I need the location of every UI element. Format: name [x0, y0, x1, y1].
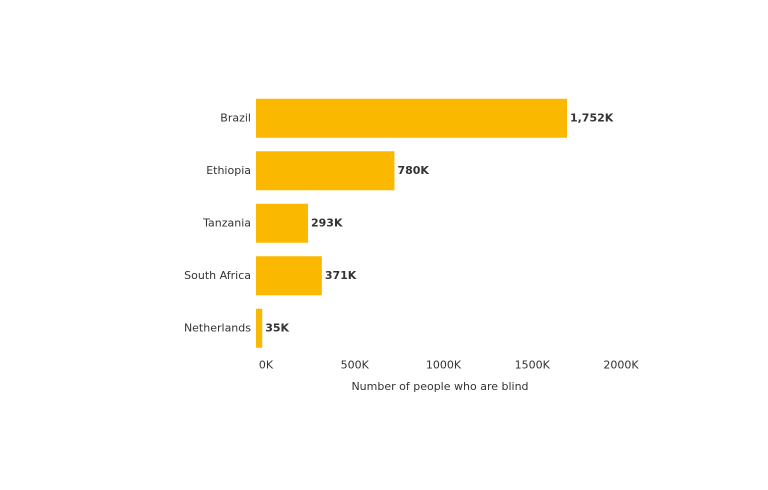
- value-label: 1,752K: [570, 111, 614, 124]
- bar: [256, 203, 309, 243]
- bar: [256, 256, 322, 296]
- bar: [256, 98, 567, 138]
- value-label: 780K: [397, 164, 429, 177]
- bar: [256, 308, 263, 348]
- value-label: 371K: [325, 269, 357, 282]
- y-tick-label: Ethiopia: [206, 164, 251, 177]
- value-label: 293K: [311, 216, 343, 229]
- x-axis-title: Number of people who are blind: [351, 380, 528, 393]
- y-tick-label: Tanzania: [202, 216, 251, 229]
- y-tick-label: Brazil: [220, 111, 251, 124]
- x-tick-label: 500K: [341, 359, 370, 372]
- x-tick-label: 1500K: [515, 359, 551, 372]
- y-tick-label: Netherlands: [184, 321, 251, 334]
- x-tick-label: 2000K: [603, 359, 639, 372]
- value-label: 35K: [265, 321, 289, 334]
- x-tick-label: 0K: [259, 359, 274, 372]
- x-tick-label: 1000K: [426, 359, 462, 372]
- bar: [256, 151, 395, 191]
- y-tick-label: South Africa: [184, 269, 251, 282]
